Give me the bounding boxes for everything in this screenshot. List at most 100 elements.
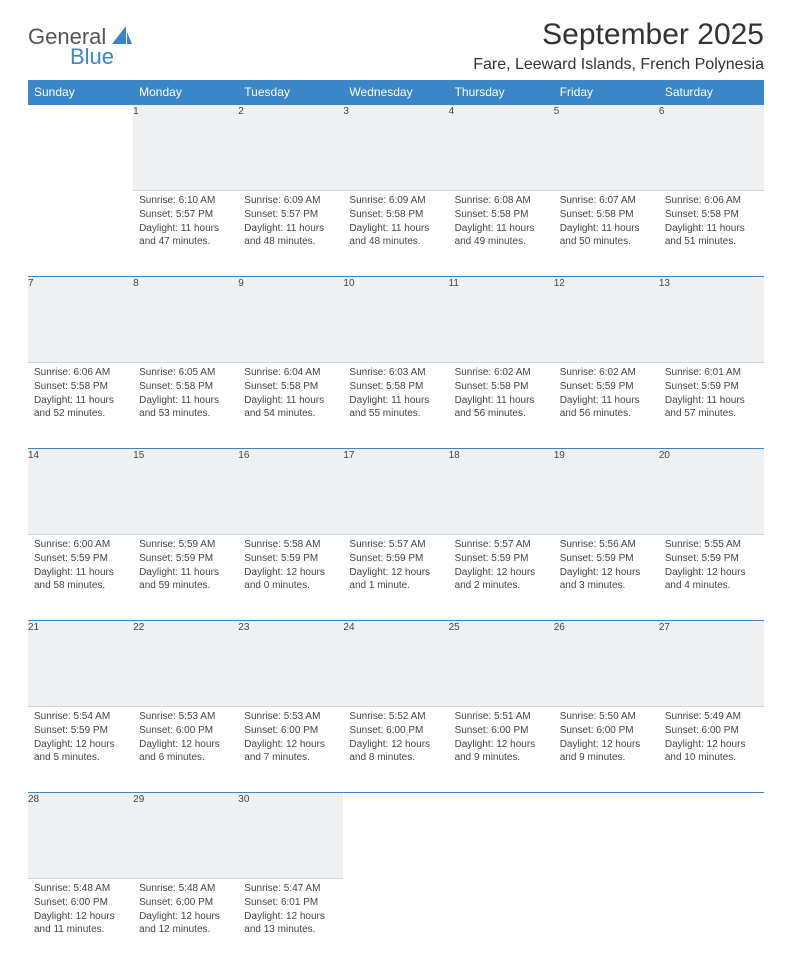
weekday-header-row: SundayMondayTuesdayWednesdayThursdayFrid… [28, 80, 764, 105]
daylight-line: Daylight: 11 hours and 55 minutes. [349, 394, 442, 420]
day-body-cell: Sunrise: 5:47 AMSunset: 6:01 PMDaylight:… [238, 879, 343, 965]
sunrise-line: Sunrise: 6:00 AM [34, 538, 127, 551]
daylight-line: Daylight: 11 hours and 48 minutes. [244, 222, 337, 248]
day-number-cell: 24 [343, 621, 448, 707]
sunrise-line: Sunrise: 5:49 AM [665, 710, 758, 723]
page-title: September 2025 [473, 18, 764, 52]
day-number-cell [659, 793, 764, 879]
day-number-cell: 26 [554, 621, 659, 707]
day-number-cell: 18 [449, 449, 554, 535]
sunset-line: Sunset: 5:59 PM [560, 380, 653, 393]
sunset-line: Sunset: 5:59 PM [139, 552, 232, 565]
day-body-row: Sunrise: 6:06 AMSunset: 5:58 PMDaylight:… [28, 363, 764, 449]
sunrise-line: Sunrise: 5:57 AM [455, 538, 548, 551]
logo-word2: Blue [70, 46, 132, 68]
sunset-line: Sunset: 5:58 PM [244, 380, 337, 393]
daylight-line: Daylight: 11 hours and 58 minutes. [34, 566, 127, 592]
day-body-cell: Sunrise: 6:04 AMSunset: 5:58 PMDaylight:… [238, 363, 343, 449]
sunset-line: Sunset: 6:00 PM [139, 896, 232, 909]
day-number-cell: 25 [449, 621, 554, 707]
daylight-line: Daylight: 12 hours and 9 minutes. [560, 738, 653, 764]
day-number-cell: 17 [343, 449, 448, 535]
day-body-cell: Sunrise: 5:58 AMSunset: 5:59 PMDaylight:… [238, 535, 343, 621]
day-body-cell: Sunrise: 5:59 AMSunset: 5:59 PMDaylight:… [133, 535, 238, 621]
sunrise-line: Sunrise: 5:52 AM [349, 710, 442, 723]
day-number-row: 123456 [28, 105, 764, 191]
day-body-cell: Sunrise: 5:48 AMSunset: 6:00 PMDaylight:… [133, 879, 238, 965]
sunset-line: Sunset: 5:59 PM [560, 552, 653, 565]
day-body-cell: Sunrise: 5:50 AMSunset: 6:00 PMDaylight:… [554, 707, 659, 793]
sunrise-line: Sunrise: 5:53 AM [139, 710, 232, 723]
sunrise-line: Sunrise: 6:04 AM [244, 366, 337, 379]
day-body-cell: Sunrise: 5:49 AMSunset: 6:00 PMDaylight:… [659, 707, 764, 793]
day-number-cell: 10 [343, 277, 448, 363]
daylight-line: Daylight: 11 hours and 59 minutes. [139, 566, 232, 592]
header: General Blue September 2025 Fare, Leewar… [28, 18, 764, 74]
daylight-line: Daylight: 12 hours and 8 minutes. [349, 738, 442, 764]
sunset-line: Sunset: 5:57 PM [139, 208, 232, 221]
sunset-line: Sunset: 6:00 PM [34, 896, 127, 909]
day-number-cell [449, 793, 554, 879]
daylight-line: Daylight: 12 hours and 12 minutes. [139, 910, 232, 936]
daylight-line: Daylight: 11 hours and 53 minutes. [139, 394, 232, 420]
daylight-line: Daylight: 11 hours and 47 minutes. [139, 222, 232, 248]
sunrise-line: Sunrise: 5:59 AM [139, 538, 232, 551]
day-number-cell: 19 [554, 449, 659, 535]
sunrise-line: Sunrise: 6:07 AM [560, 194, 653, 207]
day-number-cell: 12 [554, 277, 659, 363]
sunrise-line: Sunrise: 5:55 AM [665, 538, 758, 551]
day-number-cell [343, 793, 448, 879]
day-number-cell: 4 [449, 105, 554, 191]
daylight-line: Daylight: 11 hours and 56 minutes. [455, 394, 548, 420]
daylight-line: Daylight: 12 hours and 3 minutes. [560, 566, 653, 592]
day-number-cell: 8 [133, 277, 238, 363]
daylight-line: Daylight: 11 hours and 57 minutes. [665, 394, 758, 420]
day-body-cell: Sunrise: 5:54 AMSunset: 5:59 PMDaylight:… [28, 707, 133, 793]
day-number-cell: 15 [133, 449, 238, 535]
day-body-cell: Sunrise: 5:53 AMSunset: 6:00 PMDaylight:… [133, 707, 238, 793]
day-number-cell: 7 [28, 277, 133, 363]
daylight-line: Daylight: 12 hours and 1 minute. [349, 566, 442, 592]
day-number-cell: 28 [28, 793, 133, 879]
weekday-header: Sunday [28, 80, 133, 105]
daylight-line: Daylight: 12 hours and 7 minutes. [244, 738, 337, 764]
day-body-cell: Sunrise: 5:51 AMSunset: 6:00 PMDaylight:… [449, 707, 554, 793]
sunrise-line: Sunrise: 6:10 AM [139, 194, 232, 207]
sunset-line: Sunset: 5:59 PM [455, 552, 548, 565]
sunrise-line: Sunrise: 6:06 AM [34, 366, 127, 379]
weekday-header: Friday [554, 80, 659, 105]
sunset-line: Sunset: 5:58 PM [455, 380, 548, 393]
sunrise-line: Sunrise: 5:47 AM [244, 882, 337, 895]
day-body-cell: Sunrise: 6:03 AMSunset: 5:58 PMDaylight:… [343, 363, 448, 449]
daylight-line: Daylight: 12 hours and 11 minutes. [34, 910, 127, 936]
sunrise-line: Sunrise: 6:02 AM [455, 366, 548, 379]
sunrise-line: Sunrise: 5:57 AM [349, 538, 442, 551]
day-number-row: 21222324252627 [28, 621, 764, 707]
sunrise-line: Sunrise: 5:48 AM [139, 882, 232, 895]
day-body-cell: Sunrise: 6:02 AMSunset: 5:58 PMDaylight:… [449, 363, 554, 449]
sunrise-line: Sunrise: 6:02 AM [560, 366, 653, 379]
sunset-line: Sunset: 6:00 PM [244, 724, 337, 737]
logo: General Blue [28, 18, 132, 68]
weekday-header: Wednesday [343, 80, 448, 105]
sunrise-line: Sunrise: 6:01 AM [665, 366, 758, 379]
day-number-cell [28, 105, 133, 191]
sunset-line: Sunset: 6:00 PM [349, 724, 442, 737]
sunrise-line: Sunrise: 5:48 AM [34, 882, 127, 895]
daylight-line: Daylight: 11 hours and 50 minutes. [560, 222, 653, 248]
day-number-cell: 13 [659, 277, 764, 363]
sunset-line: Sunset: 5:59 PM [665, 552, 758, 565]
day-body-cell: Sunrise: 5:52 AMSunset: 6:00 PMDaylight:… [343, 707, 448, 793]
location-text: Fare, Leeward Islands, French Polynesia [473, 56, 764, 74]
sunrise-line: Sunrise: 6:03 AM [349, 366, 442, 379]
day-body-cell: Sunrise: 5:57 AMSunset: 5:59 PMDaylight:… [449, 535, 554, 621]
day-number-cell: 14 [28, 449, 133, 535]
weekday-header: Monday [133, 80, 238, 105]
sunset-line: Sunset: 6:01 PM [244, 896, 337, 909]
day-number-cell: 27 [659, 621, 764, 707]
sail-icon [112, 26, 132, 44]
weekday-header: Saturday [659, 80, 764, 105]
daylight-line: Daylight: 11 hours and 49 minutes. [455, 222, 548, 248]
day-body-cell: Sunrise: 5:48 AMSunset: 6:00 PMDaylight:… [28, 879, 133, 965]
day-number-cell: 2 [238, 105, 343, 191]
